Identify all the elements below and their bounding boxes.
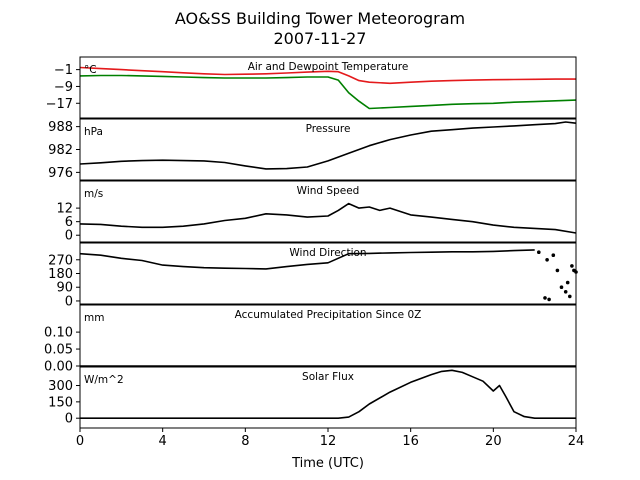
figure-title: AO&SS Building Tower Meteorogram — [175, 9, 465, 28]
temperature-frame — [79, 56, 577, 119]
wind_direction-ytick-label: 180 — [48, 267, 73, 282]
x-tick-label: 16 — [402, 434, 419, 449]
wind_direction-scatter-point — [551, 253, 556, 257]
wind_direction-panel-title: Wind Direction — [289, 247, 366, 259]
temperature-ytick-label: −1 — [54, 63, 73, 78]
wind_direction-scatter-point — [568, 294, 572, 299]
temperature-ytick-label: −9 — [54, 80, 73, 95]
panels: −1 −9 −17 Air and Dewpoint Temperature °C 976… — [44, 56, 578, 429]
pressure-ytick-label: 988 — [48, 120, 73, 135]
solar_flux-series-flux-line — [80, 369, 576, 420]
wind_speed-series-speed-line — [79, 202, 577, 234]
temperature-unit-label: °C — [84, 64, 97, 76]
x-axis: 0 4 8 12 16 20 24 — [76, 428, 584, 449]
wind_direction-scatter-point — [565, 280, 570, 285]
x-tick-label: 24 — [568, 434, 585, 449]
wind_direction-series-direction-line — [79, 249, 535, 270]
wind_direction-scatter-point — [559, 285, 564, 290]
wind_direction-scatter-point — [563, 290, 568, 294]
solar_flux-unit-label: W/m^2 — [84, 374, 124, 386]
precipitation-panel-title: Accumulated Precipitation Since 0Z — [235, 309, 422, 321]
pressure-series-pressure-line — [79, 121, 577, 170]
panel-pressure: 976 982 988 Pressure hPa — [48, 118, 577, 181]
precipitation-ytick-label: 0.10 — [44, 326, 73, 341]
pressure-panel-title: Pressure — [306, 123, 351, 135]
temperature-series-dewpoint-line — [79, 74, 577, 110]
pressure-unit-label: hPa — [84, 126, 103, 138]
wind_speed-frame — [79, 180, 577, 243]
wind_speed-panel-title: Wind Speed — [297, 185, 360, 197]
solar_flux-ytick-label: 300 — [48, 379, 73, 394]
x-tick-label: 8 — [241, 434, 249, 449]
wind_direction-scatter-point — [537, 250, 541, 254]
wind_direction-scatter-point — [555, 268, 560, 273]
pressure-ytick-label: 982 — [48, 143, 73, 158]
precipitation-frame — [79, 304, 577, 367]
x-tick-label: 20 — [485, 434, 502, 449]
x-tick-label: 12 — [320, 434, 337, 449]
figure-subtitle: 2007-11-27 — [274, 29, 367, 48]
solar_flux-ytick-label: 0 — [65, 412, 73, 427]
solar_flux-ytick-label: 150 — [48, 395, 73, 410]
x-axis-label: Time (UTC) — [291, 456, 364, 471]
wind_speed-ytick-label: 0 — [65, 229, 73, 244]
temperature-ytick-label: −17 — [46, 97, 73, 112]
wind_speed-unit-label: m/s — [84, 188, 103, 200]
precipitation-unit-label: mm — [84, 312, 104, 324]
wind_speed-ytick-label: 6 — [65, 215, 73, 230]
precipitation-ytick-label: 0.05 — [44, 343, 73, 358]
wind_direction-scatter-point — [545, 258, 549, 262]
temperature-series-air-line — [79, 66, 576, 85]
wind_direction-ytick-label: 0 — [65, 294, 73, 309]
x-tick-label: 0 — [76, 434, 84, 449]
x-tick-label: 4 — [159, 434, 167, 449]
wind_direction-ytick-label: 270 — [48, 253, 73, 268]
panel-precipitation: 0.00 0.05 0.10 Accumulated Precipitation Si… — [44, 304, 577, 375]
wind_direction-ytick-label: 90 — [56, 281, 73, 296]
wind_direction-scatter-point — [570, 264, 574, 268]
solar_flux-panel-title: Solar Flux — [302, 371, 354, 383]
wind_direction-scatter-point — [547, 297, 551, 302]
panel-temperature: −1 −9 −17 Air and Dewpoint Temperature °C — [46, 56, 577, 119]
precipitation-ytick-label: 0.00 — [44, 360, 73, 375]
pressure-ytick-label: 976 — [48, 166, 73, 181]
temperature-panel-title: Air and Dewpoint Temperature — [248, 61, 409, 73]
wind_direction-scatter-point — [543, 296, 547, 300]
wind_speed-ytick-label: 12 — [56, 202, 73, 217]
